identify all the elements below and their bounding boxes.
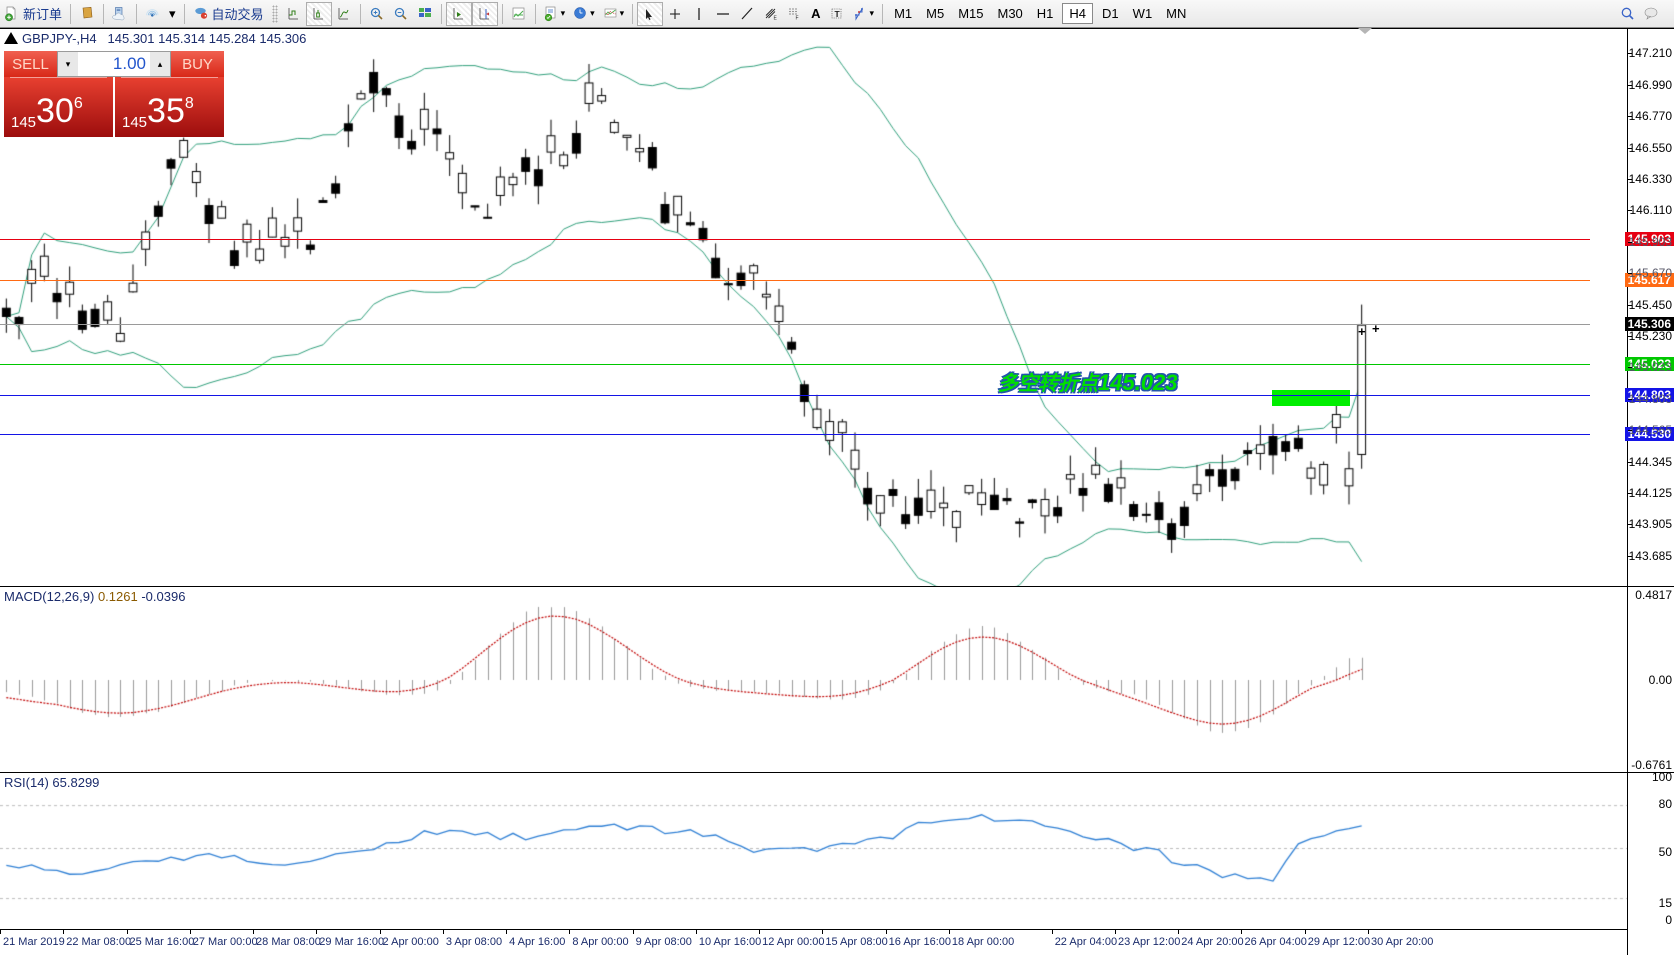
svg-text:E: E xyxy=(774,15,778,21)
svg-text:F: F xyxy=(796,15,799,21)
svg-text:T: T xyxy=(834,9,840,19)
